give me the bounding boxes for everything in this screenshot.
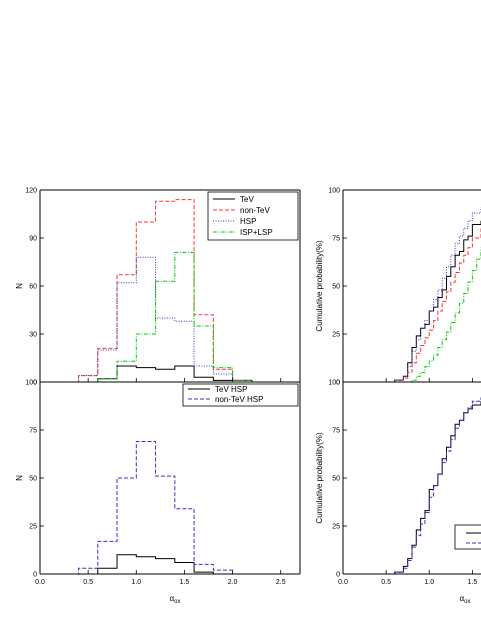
hist-top-series-hsp	[40, 256, 291, 383]
hist-top-series-tev	[40, 365, 291, 383]
legend-label-non-tev: non-TeV	[240, 206, 270, 215]
cdf-bottom-plot-area	[343, 397, 481, 575]
cdf-bottom-xlabel-sub: ox	[464, 599, 470, 605]
hist-bottom-xtick-label: 1.0	[131, 579, 141, 586]
cdf-top-ytick-label: 50	[332, 284, 340, 291]
hist-top-ytick-label: 30	[29, 332, 37, 339]
cdf-bottom-ytick-label: 25	[332, 524, 340, 531]
cdf-bottom-legend	[454, 524, 481, 550]
cdf-bottom-ytick-label: 0	[336, 572, 340, 579]
legend-label-tev: TeV	[240, 195, 254, 204]
cdf-bottom-ytick-label: 50	[332, 476, 340, 483]
cdf-top-series-isp-lsp	[343, 247, 481, 383]
hist-bottom-xlabel-sub: ox	[174, 599, 180, 605]
hist-bottom-ytick-label: 75	[29, 428, 37, 435]
hist-bottom-ytick-label: 100	[25, 380, 37, 387]
hist-bottom-plot-area	[40, 441, 291, 575]
cdf-top-series-non-tev	[343, 228, 481, 383]
hist-bottom-xtick-label: 0.5	[83, 579, 93, 586]
cdf-top-ytick-label: 75	[332, 236, 340, 243]
legend-label-non-tev-hsp: non-TeV HSP	[215, 395, 263, 404]
cdf-bottom-ylabel: Cumulative probability(%)	[315, 432, 324, 523]
cdf-top-ytick-label: 0	[336, 380, 340, 387]
hist-top-legend: TeV non-TeV HSP ISP+LSP	[207, 191, 299, 241]
cdf-bottom-xtick-label: 0.0	[338, 579, 348, 586]
legend-label-hsp: HSP	[240, 217, 256, 226]
cdf-bottom-ytick-label: 100	[328, 380, 340, 387]
hist-bottom-xlabel: αox	[170, 594, 181, 605]
legend-box-partial	[454, 524, 481, 550]
hist-top-ytick-label: 120	[25, 188, 37, 195]
hist-bottom-series-tev-hsp	[40, 554, 291, 575]
hist-bottom-ylabel: N	[15, 475, 24, 481]
hist-top-panel: 0 30 60 90 120 N TeV non-TeV HSP ISP+LSP	[15, 188, 301, 387]
hist-top-series-isp-lsp	[40, 251, 291, 383]
cdf-bottom-xlabel: αox	[460, 594, 471, 605]
hist-top-plot-area	[40, 199, 291, 383]
cdf-top-series-tev	[343, 220, 481, 383]
cdf-top-ytick-label: 100	[328, 188, 340, 195]
cdf-bottom-ytick-label: 75	[332, 428, 340, 435]
cdf-top-series-hsp	[343, 207, 481, 383]
cdf-bottom-panel: 0 25 50 75 100 0.0 0.5 1.0 1.5 Cumulative probabi…	[315, 380, 481, 605]
hist-bottom-series-non-tev-hsp	[40, 441, 291, 575]
cdf-bottom-xtick-label: 1.0	[424, 579, 434, 586]
cdf-top-ytick-label: 25	[332, 332, 340, 339]
hist-top-ytick-label: 90	[29, 236, 37, 243]
hist-bottom-ytick-label: 50	[29, 476, 37, 483]
hist-top-ytick-label: 60	[29, 284, 37, 291]
hist-bottom-ytick-label: 0	[33, 572, 37, 579]
legend-label-isp-lsp: ISP+LSP	[240, 228, 273, 237]
hist-bottom-xtick-label: 1.5	[180, 579, 190, 586]
cdf-top-plot-area	[343, 207, 481, 383]
hist-bottom-xtick-label: 2.0	[228, 579, 238, 586]
hist-bottom-ytick-label: 25	[29, 524, 37, 531]
hist-top-ytick-label: 0	[33, 380, 37, 387]
cdf-top-ylabel: Cumulative probability(%)	[315, 240, 324, 331]
legend-box	[182, 383, 299, 407]
cdf-bottom-series-non-tev-hsp	[343, 397, 481, 575]
cdf-top-panel: 0 25 50 75 100 Cumulative probability(%)	[315, 188, 481, 387]
cdf-bottom-xtick-label: 1.5	[468, 579, 478, 586]
hist-top-ylabel: N	[15, 283, 24, 289]
legend-label-tev-hsp: TeV HSP	[215, 385, 247, 394]
hist-bottom-xtick-label: 2.5	[276, 579, 286, 586]
hist-bottom-xtick-label: 0.0	[35, 579, 45, 586]
cdf-bottom-xtick-label: 0.5	[381, 579, 391, 586]
